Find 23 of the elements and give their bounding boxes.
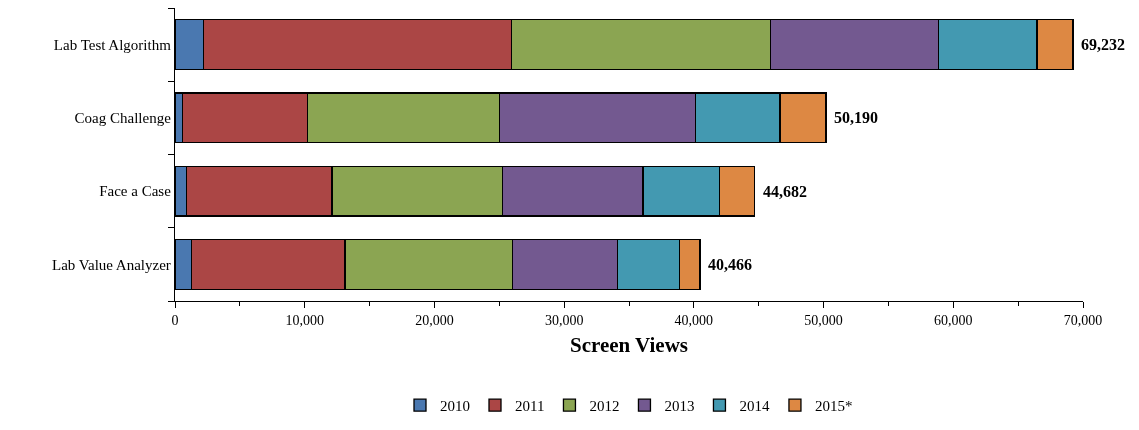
legend-label: 2011 — [515, 398, 545, 414]
x-tick-label: 70,000 — [1063, 312, 1103, 328]
total-label: 40,466 — [708, 256, 752, 273]
legend-label: 2012 — [589, 398, 620, 414]
legend-label: 2010 — [440, 398, 470, 414]
legend-label: 2015* — [814, 398, 853, 414]
total-label: 44,682 — [763, 183, 807, 200]
x-tick-label: 10,000 — [285, 312, 324, 328]
x-tick-label: 40,000 — [674, 312, 714, 328]
legend-label: 2013 — [664, 398, 695, 414]
x-tick-label: 0 — [171, 312, 179, 328]
y-tick-label: Lab Value Analyzer — [52, 256, 171, 273]
x-tick-label: 50,000 — [804, 312, 843, 328]
x-tick-label: 20,000 — [415, 312, 454, 328]
x-axis-title: Screen Views — [569, 333, 689, 358]
total-label: 50,190 — [834, 109, 878, 126]
total-label: 69,232 — [1081, 36, 1125, 53]
x-tick-label: 60,000 — [934, 312, 973, 328]
y-tick-label: Lab Test Algorithm — [53, 36, 172, 53]
y-tick-label: Coag Challenge — [74, 110, 172, 127]
x-tick-label: 30,000 — [544, 312, 584, 328]
y-tick-label: Face a Case — [99, 183, 172, 200]
legend-label: 2014 — [739, 398, 770, 414]
